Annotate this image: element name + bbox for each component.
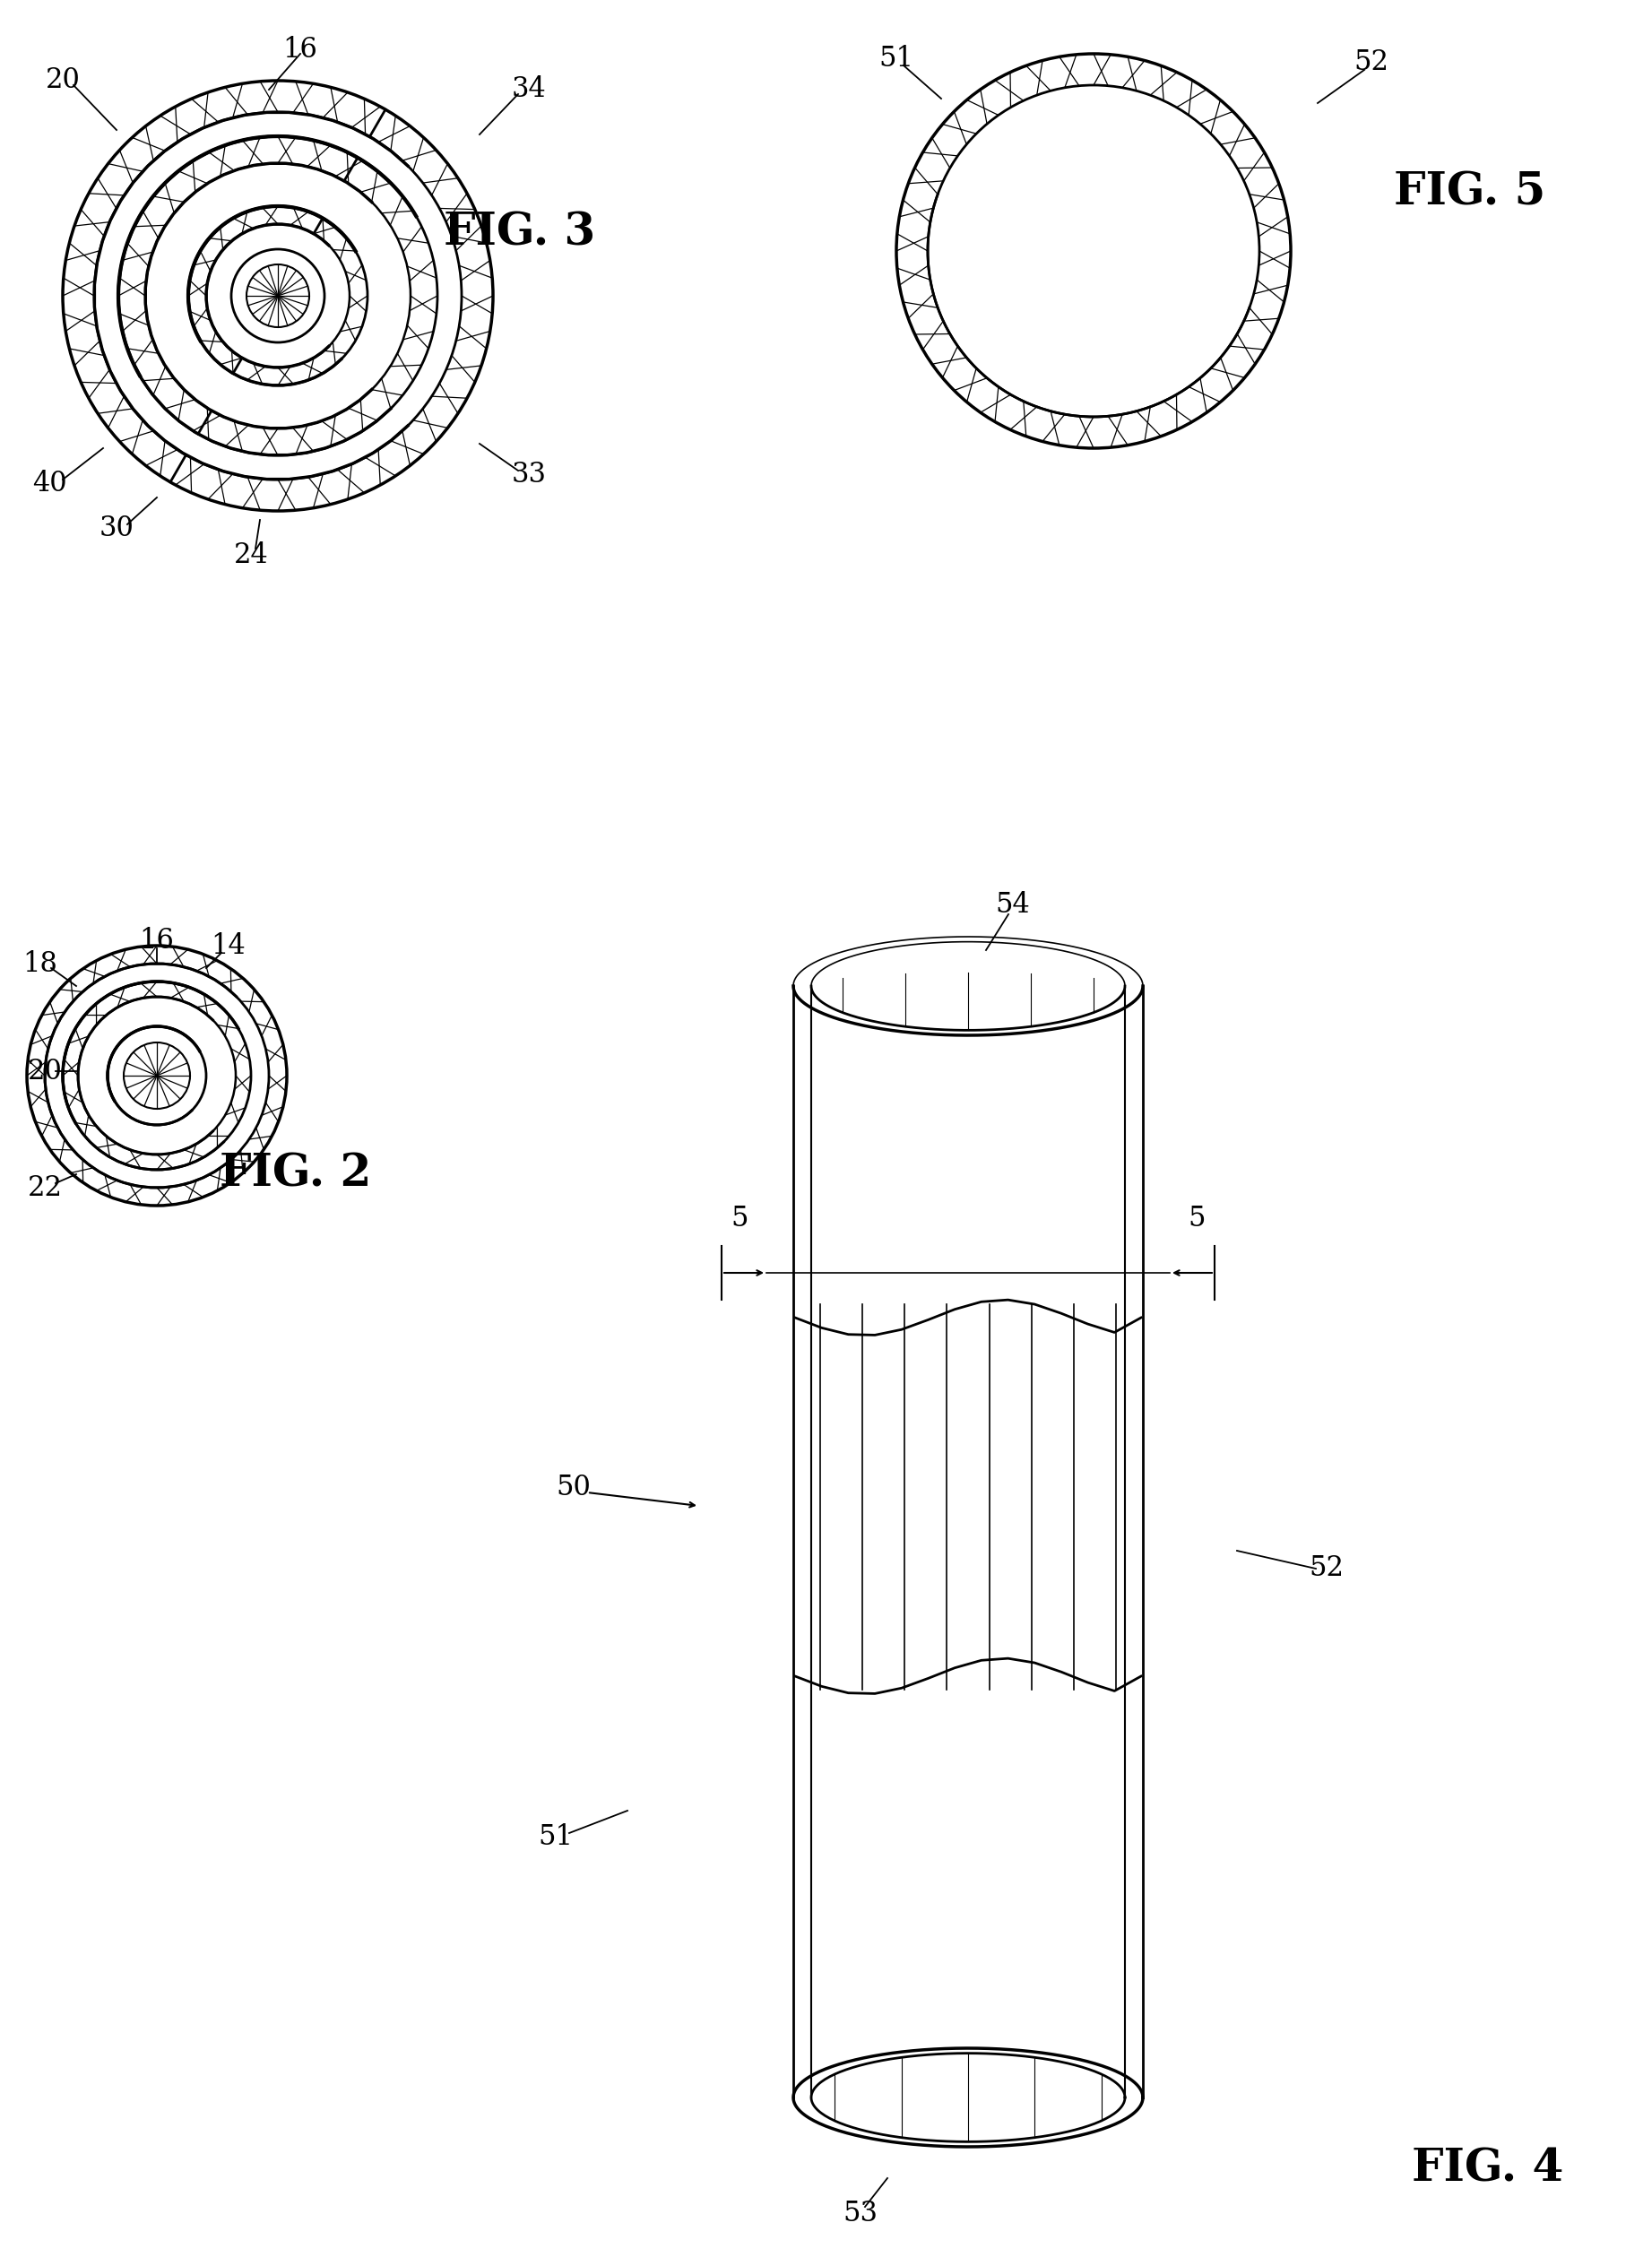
Text: 40: 40	[31, 469, 66, 499]
Text: FIG. 4: FIG. 4	[1412, 2148, 1564, 2191]
Text: 51: 51	[539, 1824, 573, 1851]
Text: 20: 20	[28, 1058, 63, 1085]
Polygon shape	[793, 986, 1143, 2098]
Text: 24: 24	[233, 542, 268, 569]
Text: 18: 18	[23, 949, 58, 977]
Text: 33: 33	[512, 462, 547, 489]
Text: 20: 20	[45, 66, 81, 95]
Circle shape	[63, 82, 492, 510]
Circle shape	[897, 54, 1290, 449]
Text: 53: 53	[843, 2200, 877, 2227]
Text: 34: 34	[512, 75, 547, 104]
Text: 52: 52	[1308, 1554, 1345, 1582]
Text: 52: 52	[1355, 50, 1389, 77]
Text: 5: 5	[730, 1206, 748, 1233]
Text: 14: 14	[211, 931, 246, 959]
Text: FIG. 5: FIG. 5	[1394, 170, 1546, 215]
Text: FIG. 2: FIG. 2	[220, 1153, 372, 1196]
Text: 5: 5	[1188, 1206, 1206, 1233]
Text: 51: 51	[879, 45, 914, 73]
Text: 30: 30	[99, 514, 134, 544]
Text: 54: 54	[996, 891, 1031, 920]
Text: 16: 16	[282, 36, 317, 63]
Text: 22: 22	[28, 1174, 63, 1201]
Circle shape	[26, 945, 287, 1206]
Text: FIG. 3: FIG. 3	[444, 211, 596, 256]
Text: 16: 16	[139, 927, 175, 954]
Text: 50: 50	[557, 1475, 591, 1502]
